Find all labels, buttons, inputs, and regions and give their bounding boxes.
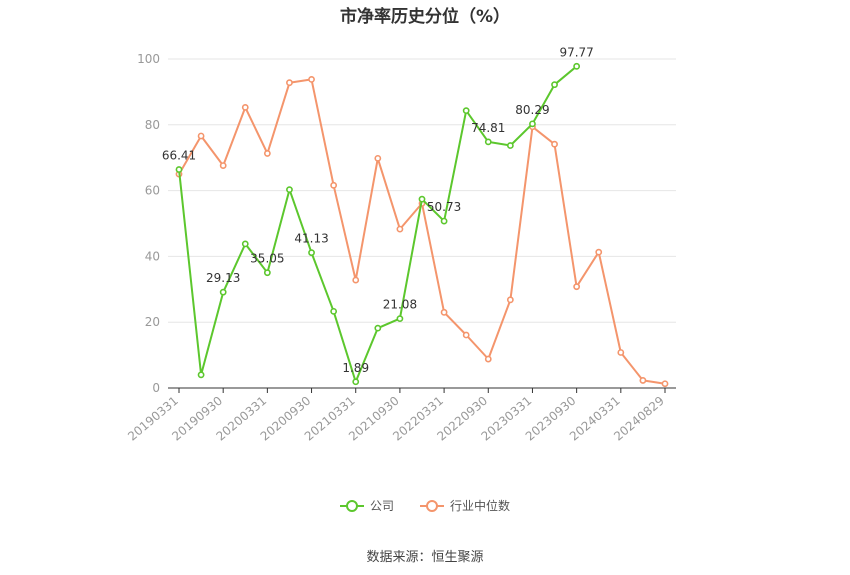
grid-lines [168, 58, 676, 323]
data-point-industry-median [617, 349, 625, 356]
data-label: 80.29 [515, 103, 549, 117]
data-point-company [418, 195, 426, 203]
data-point-industry-median [462, 331, 470, 339]
data-point-company [308, 249, 315, 257]
data-point-industry-median [506, 296, 514, 304]
data-point-industry-median [551, 140, 558, 148]
data-label: 41.13 [294, 232, 328, 246]
data-point-industry-median [330, 181, 338, 189]
data-source-note: 数据来源：恒生聚源 [366, 550, 484, 565]
data-label: 74.81 [471, 121, 505, 135]
legend-item-industry-median[interactable]: 行业中位数 [420, 497, 510, 514]
legend: 公司 行业中位数 [0, 497, 850, 514]
data-label: 29.13 [206, 271, 240, 285]
y-tick-label: 0 [152, 381, 160, 395]
data-point-company [462, 107, 470, 115]
data-point-company [219, 288, 227, 296]
data-point-company [197, 371, 205, 379]
y-tick-label: 80 [145, 118, 160, 132]
data-point-industry-median [573, 283, 581, 291]
data-point-company [529, 120, 536, 128]
data-point-company [506, 142, 514, 149]
data-point-industry-median [484, 355, 492, 363]
chart-title: 市净率历史分位（%） [339, 7, 511, 27]
data-point-industry-median [241, 103, 249, 111]
legend-label-company: 公司 [369, 499, 394, 513]
data-point-industry-median [374, 154, 382, 162]
data-point-industry-median [263, 150, 271, 157]
axes: 0204060801002019033120190930202003312020… [125, 52, 676, 444]
data-point-industry-median [352, 276, 360, 284]
data-point-company [573, 62, 581, 70]
data-point-industry-median [219, 162, 227, 169]
data-point-company [352, 378, 360, 386]
legend-swatch-industry-median [420, 499, 444, 513]
data-point-company [396, 315, 404, 323]
y-tick-label: 100 [137, 52, 160, 66]
data-label: 97.77 [559, 45, 593, 59]
data-label: 1.89 [342, 361, 369, 375]
data-point-company [374, 324, 382, 332]
data-point-industry-median [286, 79, 293, 87]
data-point-company [551, 81, 558, 89]
legend-item-company[interactable]: 公司 [339, 497, 394, 514]
data-label: 66.41 [162, 149, 196, 163]
data-point-company [440, 217, 448, 225]
data-label: 21.08 [383, 298, 417, 312]
y-tick-label: 20 [145, 315, 160, 329]
data-point-company [241, 240, 249, 248]
data-point-industry-median [661, 380, 669, 388]
legend-label-industry-median: 行业中位数 [450, 499, 511, 513]
data-labels: 66.41 29.13 35.05 41.13 1.89 21.08 50.73 74.81 8… [162, 45, 594, 374]
data-point-company [263, 269, 271, 277]
data-point-company [175, 166, 183, 173]
data-point-company [286, 186, 293, 194]
data-label: 35.05 [250, 252, 284, 266]
data-point-industry-median [197, 132, 205, 140]
data-point-industry-median [396, 225, 404, 233]
legend-swatch-company [339, 499, 364, 513]
data-point-industry-median [440, 308, 448, 316]
data-point-industry-median [639, 377, 647, 384]
data-point-company [484, 138, 492, 146]
series-lines [175, 62, 669, 388]
data-label: 50.73 [427, 200, 461, 214]
y-tick-label: 60 [145, 184, 160, 198]
y-tick-label: 40 [145, 249, 160, 263]
data-point-company [330, 307, 338, 315]
data-point-industry-median [308, 75, 315, 83]
data-point-industry-median [595, 248, 603, 256]
